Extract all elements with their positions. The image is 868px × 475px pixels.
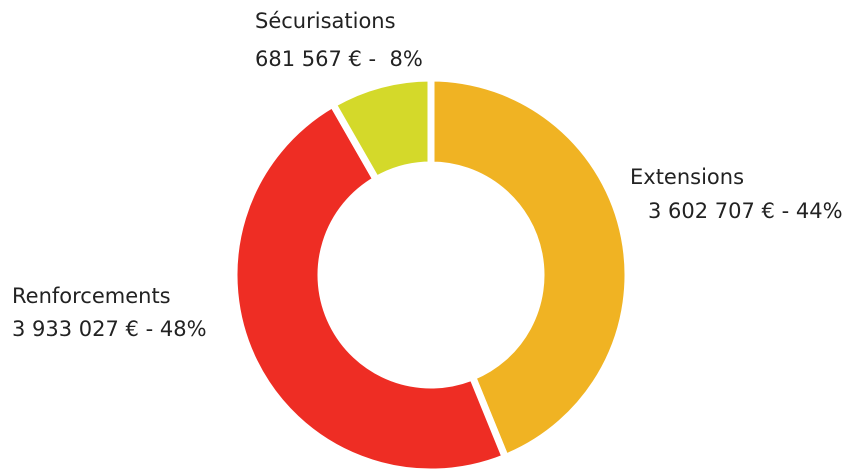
slice-name: Extensions [630,165,744,189]
donut-slice [427,74,632,463]
donut-slice [328,74,435,185]
slice-name: Sécurisations [255,9,396,33]
slice-value-label: 3 602 707 € - 44% [648,199,843,223]
slice-value-label: 681 567 € - 8% [255,47,423,71]
slice-name: Renforcements [12,284,171,308]
donut-slice [230,99,510,475]
slice-value-label: 3 933 027 € - 48% [12,317,207,341]
